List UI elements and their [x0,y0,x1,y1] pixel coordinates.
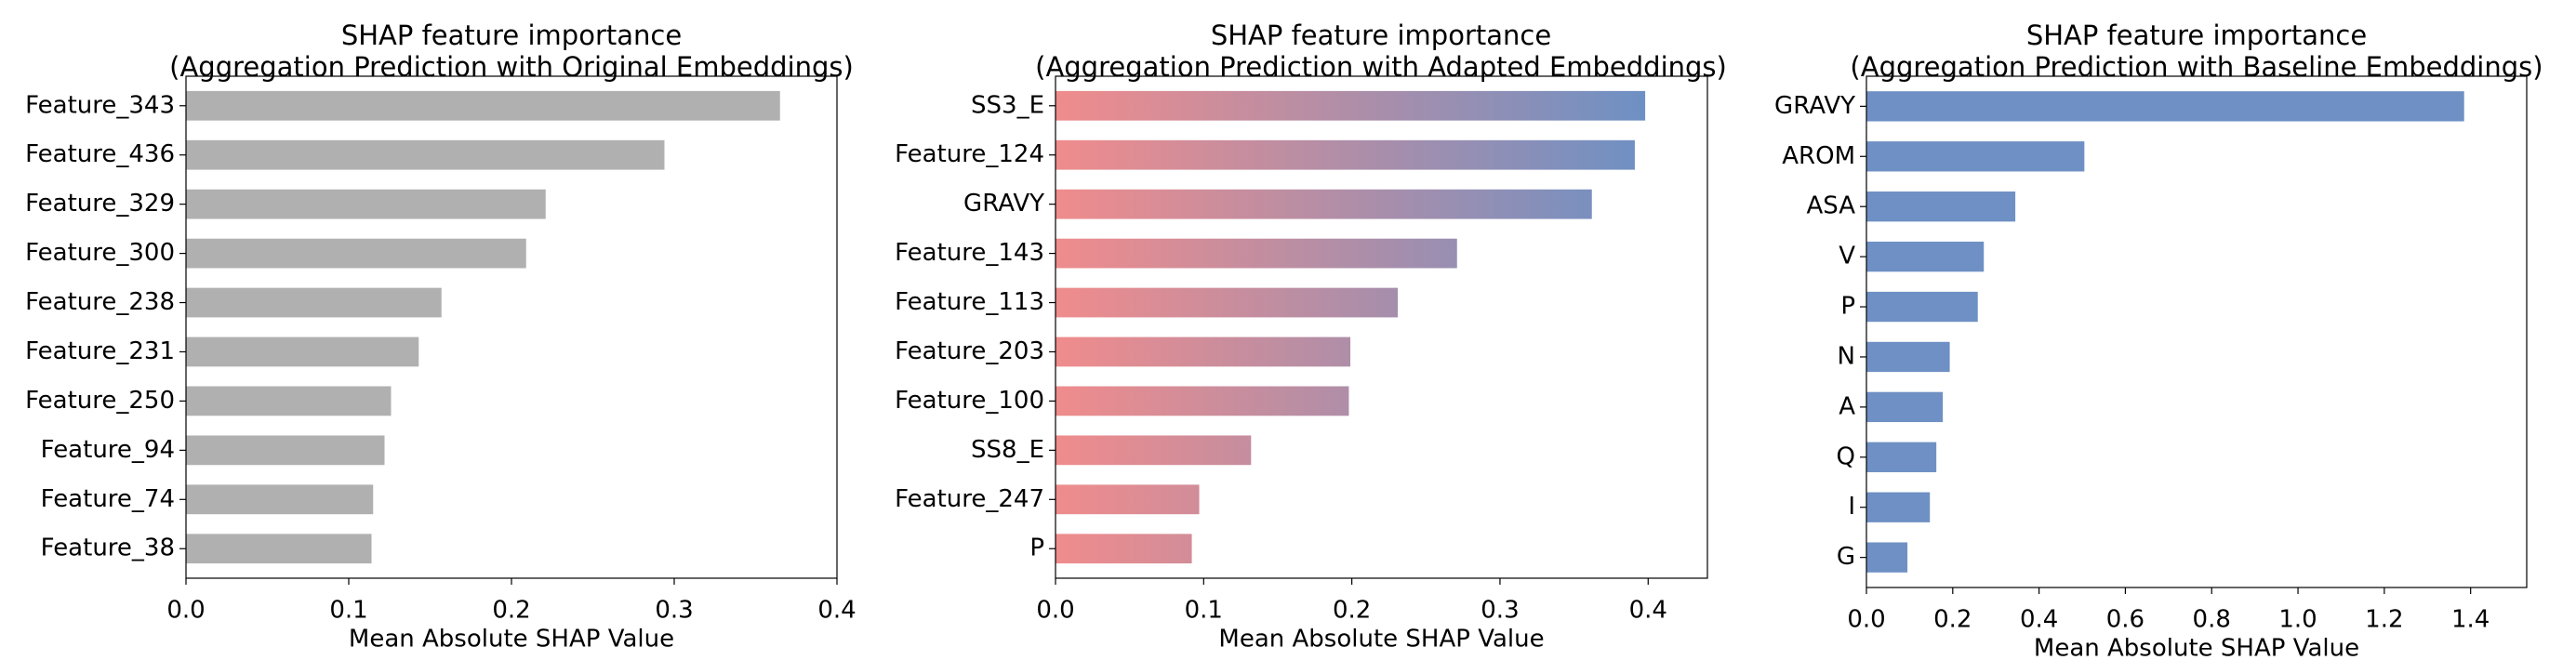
bar-p [1866,291,1978,323]
bar-feature-94 [186,435,385,466]
bar-feature-343 [186,90,780,121]
x-axis-label: Mean Absolute SHAP Value [2034,635,2359,660]
bar-g [1866,542,1908,573]
y-tick-label: P [1029,535,1044,562]
bar-feature-74 [186,484,374,515]
bar-ss3-e [1056,90,1646,121]
y-tick-label: Feature_143 [895,239,1044,267]
y-tick-label: Feature_94 [41,436,175,464]
bar-feature-124 [1056,139,1635,170]
x-tick-label: 0.2 [1333,597,1371,625]
y-tick-label: G [1837,543,1855,571]
bar-v [1866,241,1985,272]
y-tick-label: I [1848,493,1855,521]
bar-gravy [1056,189,1592,219]
y-tick-label: Feature_124 [895,140,1044,168]
y-tick-label: Feature_100 [895,387,1044,415]
y-tick-label: GRAVY [1774,92,1855,120]
bar-feature-329 [186,189,546,219]
x-tick-label: 0.3 [1481,597,1519,625]
chart-panel-2: SS3_E Feature_124 GRAVY Feature_143 Feature_… [895,20,1727,653]
bar-n [1866,341,1950,373]
bar-feature-247 [1056,484,1200,515]
y-tick-label: Feature_300 [25,239,175,267]
x-tick-label: 0.4 [817,597,856,625]
x-tick-label: 0.6 [2106,606,2144,634]
plot-frame [1055,75,1708,579]
x-tick-label: 1.4 [2451,606,2490,634]
bar-gravy [1866,91,2464,122]
bar-feature-100 [1056,386,1349,416]
bar-feature-143 [1056,238,1457,269]
y-tick-label: SS8_E [971,436,1044,464]
x-axis-label: Mean Absolute SHAP Value [349,626,674,653]
x-tick-label: 0.0 [1847,606,1885,634]
bar-feature-113 [1056,287,1399,318]
bar-ss8-e [1056,435,1252,466]
y-tick-label: A [1839,392,1855,420]
x-axis-label: Mean Absolute SHAP Value [1218,626,1544,653]
y-tick-label: Feature_238 [25,288,175,316]
bar-arom [1866,141,2085,172]
chart-title: SHAP feature importance [1211,20,1551,51]
x-tick-label: 0.0 [166,597,205,625]
x-tick-label: 1.2 [2365,606,2403,634]
bar-feature-250 [186,386,392,416]
plot-frame [1866,75,2528,588]
y-tick-label: Feature_329 [25,190,175,218]
chart-subtitle: (Aggregation Prediction with Adapted Emb… [1035,51,1727,83]
y-tick-label: V [1839,243,1855,271]
x-tick-label: 0.4 [1629,597,1667,625]
bar-p [1056,534,1192,564]
chart-panel-1: Feature_343 Feature_436 Feature_329 Feature… [25,20,856,653]
y-tick-label: GRAVY [963,190,1044,218]
bar-feature-300 [186,238,526,269]
x-tick-label: 0.0 [1036,597,1074,625]
y-tick-label: Feature_38 [41,535,175,562]
bar-i [1866,492,1931,522]
y-tick-label: N [1838,342,1855,370]
chart-subtitle: (Aggregation Prediction with Baseline Em… [1850,51,2543,83]
y-tick-label: Feature_436 [25,140,175,168]
x-tick-label: 0.3 [655,597,693,625]
y-tick-label: P [1840,293,1855,321]
x-tick-label: 0.2 [1933,606,1972,634]
chart-title: SHAP feature importance [2026,20,2367,51]
y-tick-label: AROM [1782,142,1855,170]
x-tick-label: 1.0 [2278,606,2317,634]
chart-title: SHAP feature importance [341,20,682,51]
x-tick-label: 0.1 [1185,597,1223,625]
bar-q [1866,442,1937,472]
y-tick-label: SS3_E [971,91,1044,119]
bar-asa [1866,191,2016,222]
x-tick-label: 0.2 [492,597,530,625]
x-tick-label: 0.8 [2193,606,2231,634]
y-tick-label: Feature_74 [41,485,175,513]
bar-feature-436 [186,139,665,170]
bar-a [1866,391,1944,423]
y-tick-label: ASA [1806,192,1855,220]
y-tick-label: Q [1837,442,1855,470]
y-tick-label: Feature_231 [25,337,175,365]
bar-feature-238 [186,287,442,318]
x-tick-label: 0.1 [329,597,367,625]
y-tick-label: Feature_247 [895,485,1044,513]
y-tick-label: Feature_343 [25,91,175,119]
x-tick-label: 0.4 [2020,606,2058,634]
y-tick-label: Feature_250 [25,387,175,415]
bar-feature-38 [186,534,372,564]
y-tick-label: Feature_203 [895,337,1044,365]
bar-feature-203 [1056,337,1351,367]
bar-feature-231 [186,337,419,367]
y-tick-label: Feature_113 [895,288,1044,316]
chart-subtitle: (Aggregation Prediction with Original Em… [169,51,854,83]
